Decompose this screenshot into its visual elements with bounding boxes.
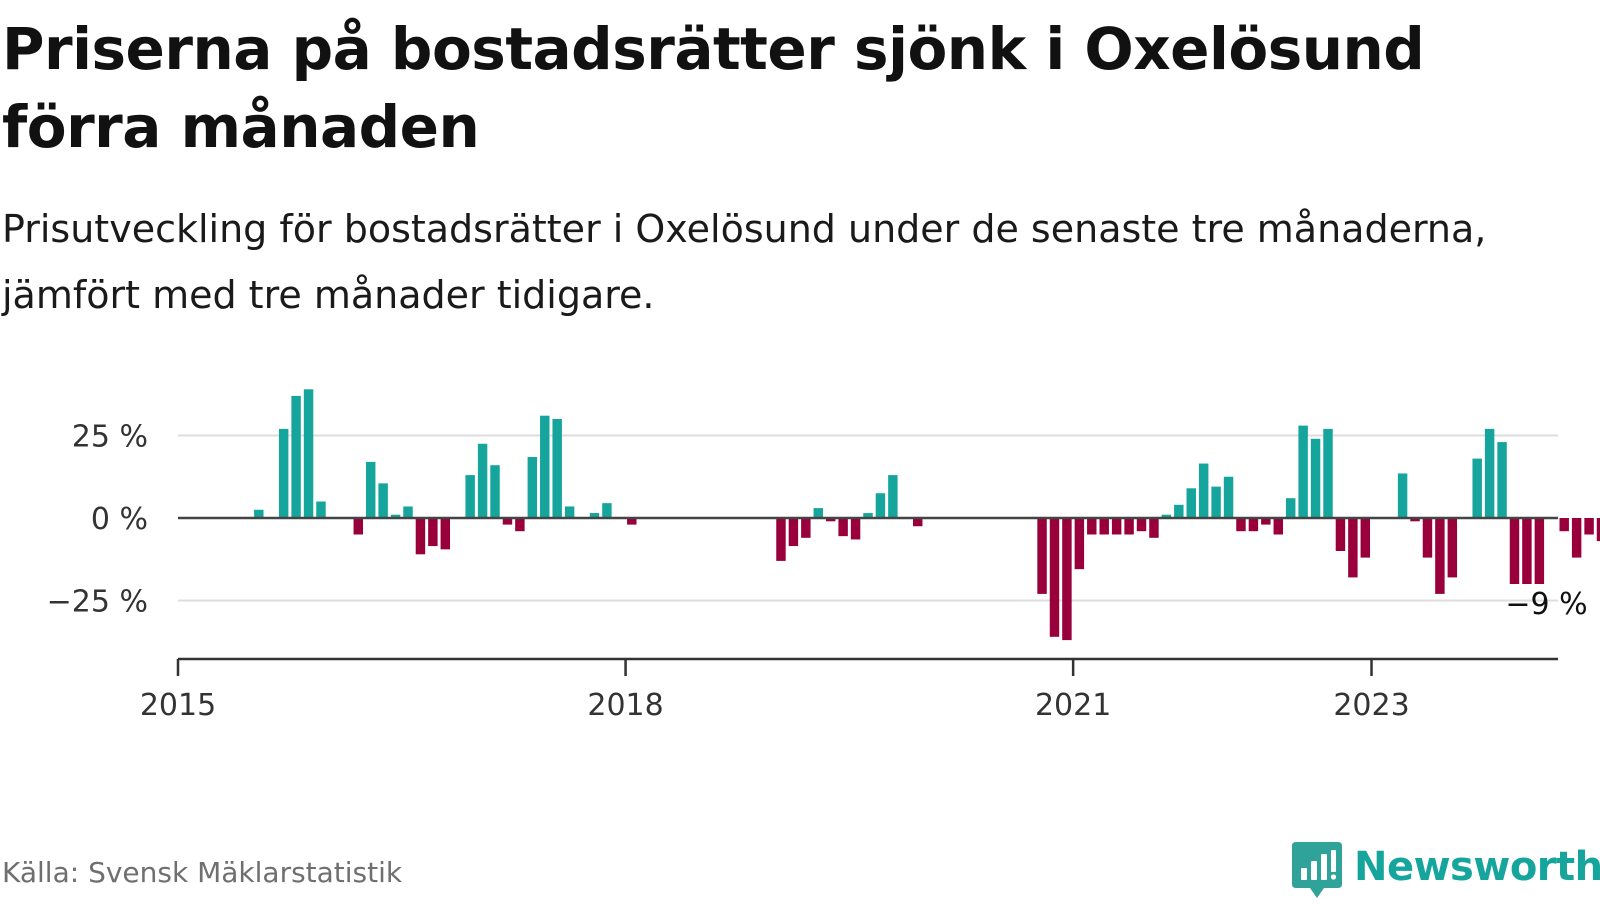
bar-negative bbox=[788, 518, 799, 547]
bar-negative bbox=[1584, 518, 1594, 535]
bar-positive bbox=[602, 503, 612, 518]
bar-positive bbox=[1198, 463, 1209, 518]
bar-negative bbox=[1111, 518, 1122, 535]
bar-negative bbox=[1049, 518, 1060, 637]
chart-subtitle: Prisutveckling för bostadsrätter i Oxelö… bbox=[2, 207, 1487, 317]
bar-positive bbox=[365, 461, 376, 518]
bar-positive bbox=[254, 509, 264, 518]
bar-negative bbox=[838, 518, 848, 537]
chart-title: Priserna på bostadsrätter sjönk i Oxelös… bbox=[2, 15, 1425, 161]
bar-negative bbox=[913, 518, 923, 527]
bar-negative bbox=[1248, 518, 1259, 532]
bar-positive bbox=[1472, 458, 1482, 518]
x-tick-label: 2021 bbox=[1035, 688, 1111, 723]
newsworthy-logo[interactable]: Newsworthy bbox=[1292, 842, 1600, 900]
bar-positive bbox=[813, 508, 823, 518]
bar-negative bbox=[353, 518, 363, 535]
bar-positive bbox=[291, 395, 301, 518]
bar-negative bbox=[825, 518, 836, 522]
bar-positive bbox=[378, 483, 388, 518]
bar-positive bbox=[390, 514, 401, 518]
bar-negative bbox=[1273, 518, 1283, 535]
bar-positive bbox=[316, 501, 326, 518]
bar-negative bbox=[1348, 518, 1358, 578]
bar-positive bbox=[490, 465, 500, 518]
bars bbox=[254, 389, 1600, 641]
bar-negative bbox=[627, 518, 637, 525]
bar-negative bbox=[1559, 518, 1569, 532]
bar-negative bbox=[850, 518, 861, 540]
newsworthy-wordmark: Newsworthy bbox=[1354, 844, 1600, 890]
bar-negative bbox=[1099, 518, 1109, 535]
last-value-label: −9 % bbox=[1505, 587, 1587, 622]
bar-negative bbox=[415, 518, 426, 555]
bar-negative bbox=[1571, 518, 1582, 558]
bar-positive bbox=[888, 475, 898, 518]
bar-positive bbox=[1161, 514, 1172, 518]
bar-negative bbox=[801, 518, 811, 538]
bar-negative bbox=[1149, 518, 1159, 538]
bar-negative bbox=[1062, 518, 1072, 641]
axes bbox=[176, 516, 1558, 676]
bar-negative bbox=[1074, 518, 1085, 570]
bar-positive bbox=[589, 513, 600, 518]
x-tick-label: 2023 bbox=[1333, 688, 1409, 723]
bar-positive bbox=[1298, 425, 1308, 518]
y-tick-label: 25 % bbox=[72, 420, 148, 455]
bar-positive bbox=[465, 475, 475, 518]
bar-positive bbox=[1211, 486, 1221, 518]
bar-positive bbox=[1174, 504, 1184, 518]
bar-positive bbox=[564, 506, 575, 518]
bar-positive bbox=[1310, 438, 1321, 518]
bar-positive bbox=[1397, 473, 1408, 518]
bar-positive bbox=[477, 443, 488, 518]
bar-negative bbox=[1509, 518, 1520, 584]
bar-negative bbox=[1596, 518, 1600, 542]
bar-positive bbox=[1323, 428, 1333, 518]
bar-positive bbox=[1484, 428, 1495, 518]
bar-positive bbox=[552, 419, 562, 518]
bar-negative bbox=[1136, 518, 1147, 532]
bar-negative bbox=[776, 518, 786, 561]
newsworthy-logo-icon bbox=[1292, 842, 1342, 904]
bar-positive bbox=[875, 493, 886, 518]
bar-negative bbox=[1522, 518, 1532, 584]
bar-negative bbox=[1335, 518, 1346, 551]
labels: 25 % 0 % −25 % 2015 2018 2021 2023 −9 % bbox=[47, 420, 1588, 724]
bar-positive bbox=[527, 456, 538, 518]
bar-negative bbox=[1447, 518, 1458, 578]
bar-positive bbox=[863, 513, 873, 518]
bar-positive bbox=[1497, 442, 1507, 518]
bar-positive bbox=[1186, 488, 1196, 518]
y-tick-label: 0 % bbox=[91, 502, 148, 537]
bar-negative bbox=[1534, 518, 1545, 584]
bar-negative bbox=[1037, 518, 1047, 594]
bar-negative bbox=[440, 518, 451, 550]
bar-negative bbox=[1087, 518, 1097, 535]
bar-negative bbox=[1124, 518, 1134, 535]
bar-positive bbox=[303, 389, 314, 518]
bar-positive bbox=[403, 506, 413, 518]
bar-negative bbox=[1261, 518, 1271, 525]
bar-negative bbox=[1360, 518, 1371, 558]
bar-positive bbox=[540, 415, 550, 518]
bar-negative bbox=[428, 518, 438, 547]
bar-positive bbox=[1223, 476, 1234, 518]
x-tick-label: 2015 bbox=[140, 688, 216, 723]
bar-negative bbox=[502, 518, 513, 525]
source-text: Källa: Svensk Mäklarstatistik bbox=[2, 856, 403, 889]
bar-positive bbox=[1285, 498, 1296, 518]
bar-negative bbox=[515, 518, 525, 532]
y-tick-label: −25 % bbox=[47, 585, 148, 620]
bar-negative bbox=[1410, 518, 1420, 522]
bar-positive bbox=[278, 428, 289, 518]
bar-negative bbox=[1236, 518, 1246, 532]
bar-negative bbox=[1435, 518, 1445, 594]
x-tick-label: 2018 bbox=[587, 688, 663, 723]
bar-negative bbox=[1422, 518, 1433, 558]
